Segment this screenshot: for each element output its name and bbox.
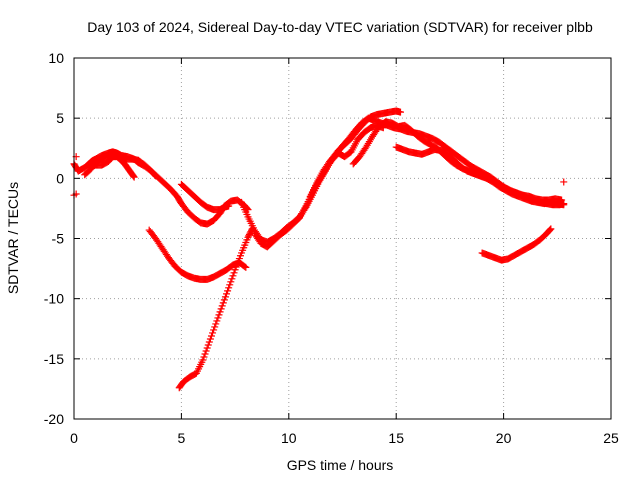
data-points — [70, 107, 568, 392]
sample-point-track-F — [201, 350, 209, 358]
x-tick-label: 10 — [281, 430, 297, 446]
y-tick-label: -5 — [52, 231, 65, 247]
sample-point-track-F — [210, 326, 218, 334]
sample-point-track-F — [211, 323, 219, 331]
sample-point-track-F — [209, 329, 217, 337]
data-point-track-G — [396, 108, 404, 116]
y-tick-label: 10 — [48, 50, 64, 66]
sample-point-track-F — [229, 272, 237, 280]
sample-point-track-B — [150, 170, 158, 178]
x-tick-label: 5 — [178, 430, 186, 446]
sample-point-track-F — [207, 332, 215, 340]
data-point-track-F — [212, 320, 220, 328]
x-tick-label: 15 — [388, 430, 404, 446]
data-point-isolated — [560, 178, 568, 186]
sample-point-track-F — [214, 314, 222, 322]
axis-ticks: 0 5 10 15 20 25 -20 -15 -10 -5 0 5 10 — [44, 50, 619, 446]
data-point-track-F — [199, 356, 207, 364]
data-point-track-F — [225, 284, 233, 292]
data-point-track-E — [242, 263, 250, 271]
data-point-track-B — [152, 172, 160, 180]
sample-point-track-F — [202, 347, 210, 355]
y-tick-label: -15 — [44, 351, 64, 367]
sample-point-track-F — [204, 341, 212, 349]
sample-point-track-F — [230, 269, 238, 277]
y-tick-label: -10 — [44, 291, 64, 307]
sample-point-track-F — [216, 308, 224, 316]
y-tick-label: 0 — [56, 170, 64, 186]
x-tick-label: 25 — [603, 430, 619, 446]
data-point-track-L — [547, 225, 555, 233]
y-tick-label: -20 — [44, 411, 64, 427]
data-point-track-C — [130, 173, 138, 181]
data-point-track-F — [218, 302, 226, 310]
sample-point-track-E — [241, 263, 249, 271]
sample-point-track-F — [227, 278, 235, 286]
sample-point-track-F — [215, 311, 223, 319]
sample-point-track-F — [221, 293, 229, 301]
sample-point-track-F — [217, 305, 225, 313]
sample-point-track-L — [545, 226, 553, 234]
x-tick-label: 20 — [496, 430, 512, 446]
sample-point-track-F — [213, 317, 221, 325]
grid-lines — [74, 58, 611, 419]
x-axis-label: GPS time / hours — [287, 457, 394, 473]
sample-point-track-F — [224, 287, 232, 295]
sample-point-track-C — [129, 172, 137, 180]
data-point-track-F — [205, 338, 213, 346]
sample-point-track-B — [151, 171, 159, 179]
sample-point-track-F — [200, 353, 208, 361]
y-axis-label: SDTVAR / TECUs — [5, 182, 21, 294]
sample-point-track-F — [206, 335, 214, 343]
sample-point-track-F — [228, 275, 236, 283]
sample-point-track-L — [546, 226, 554, 234]
sample-point-track-F — [223, 290, 231, 298]
sample-point-track-F — [203, 344, 211, 352]
sample-point-track-F — [220, 296, 228, 304]
sample-point-track-F — [226, 281, 234, 289]
x-tick-label: 0 — [70, 430, 78, 446]
sample-point-track-F — [219, 299, 227, 307]
y-tick-label: 5 — [56, 110, 64, 126]
data-point-track-D — [225, 202, 233, 210]
data-point-track-K — [560, 201, 568, 209]
chart-title: Day 103 of 2024, Sidereal Day-to-day VTE… — [87, 19, 593, 35]
